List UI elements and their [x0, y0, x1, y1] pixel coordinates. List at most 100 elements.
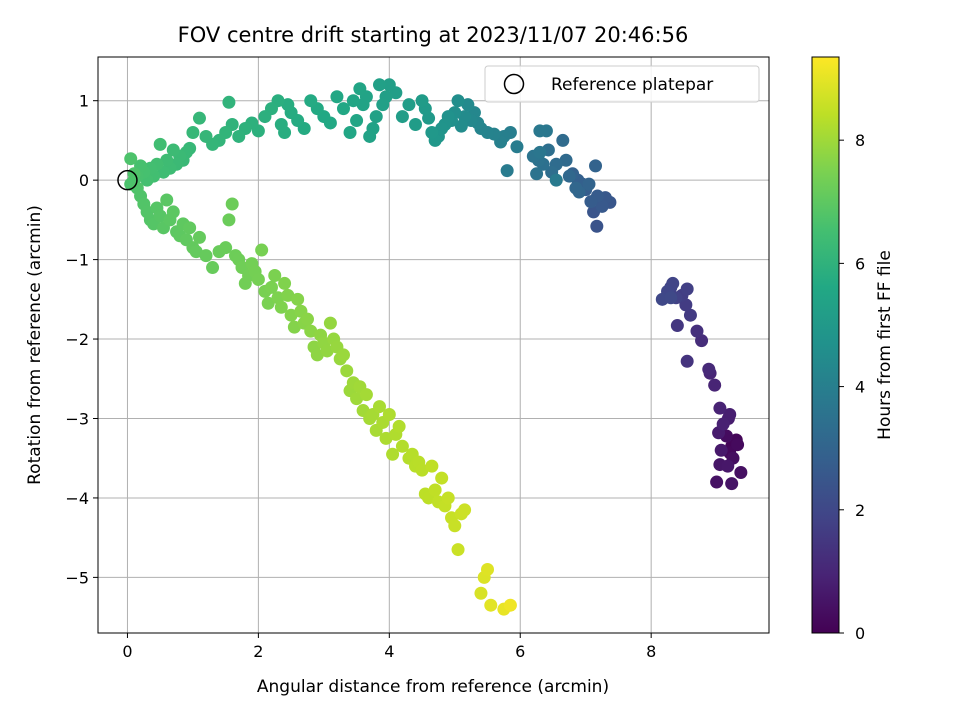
- data-point: [562, 169, 576, 183]
- data-point: [268, 268, 282, 282]
- data-point: [199, 249, 213, 263]
- data-point: [725, 477, 739, 491]
- data-point: [251, 272, 265, 286]
- colorbar-gradient: [811, 56, 840, 634]
- data-point: [589, 159, 603, 173]
- data-point: [304, 324, 318, 338]
- data-point: [731, 438, 745, 452]
- data-point: [232, 129, 246, 143]
- data-point: [278, 276, 292, 290]
- y-axis-label: Rotation from reference (arcmin): [25, 205, 45, 485]
- data-point: [435, 471, 449, 485]
- y-tick-label: −2: [65, 330, 89, 349]
- data-point: [451, 543, 465, 557]
- reference-platepar-marker: [117, 169, 138, 191]
- data-point: [408, 118, 422, 132]
- data-point: [261, 296, 275, 310]
- data-point: [124, 152, 138, 166]
- data-point: [454, 119, 468, 133]
- data-point: [569, 181, 583, 195]
- data-point: [356, 98, 370, 112]
- data-point: [484, 598, 498, 612]
- data-point: [160, 153, 174, 167]
- legend: Reference platepar: [484, 65, 760, 103]
- data-point: [225, 197, 239, 211]
- legend-box: [484, 65, 760, 103]
- data-point: [710, 475, 724, 489]
- data-point: [189, 245, 203, 259]
- data-point: [481, 562, 495, 576]
- y-axis-ticks: 1 0 −1 −2 −3 −4 −5: [65, 92, 98, 587]
- data-point: [734, 466, 748, 480]
- colorbar: 0 2 4 6 8 Hours from first FF file: [811, 56, 895, 643]
- y-tick-label: 1: [79, 92, 89, 111]
- colorbar-tick-label: 4: [855, 378, 865, 397]
- chart-title: FOV centre drift starting at 2023/11/07 …: [178, 23, 689, 47]
- data-point: [153, 209, 167, 223]
- data-point: [721, 459, 735, 473]
- colorbar-tick-label: 6: [855, 254, 865, 273]
- data-point: [153, 137, 167, 151]
- data-points: [117, 78, 748, 616]
- data-point: [264, 280, 278, 294]
- y-tick-label: 0: [79, 171, 89, 190]
- data-point: [680, 354, 694, 368]
- data-point: [425, 459, 439, 473]
- data-point: [713, 401, 727, 415]
- data-point: [192, 230, 206, 244]
- data-point: [530, 167, 544, 181]
- data-point: [291, 292, 305, 306]
- data-point: [379, 431, 393, 445]
- data-point: [284, 308, 298, 322]
- data-point: [503, 598, 517, 612]
- data-point: [386, 447, 400, 461]
- data-point: [323, 316, 337, 330]
- x-axis-ticks: 0 2 4 6 8: [122, 633, 656, 661]
- data-point: [353, 82, 367, 96]
- data-point: [206, 261, 220, 275]
- data-point: [395, 439, 409, 453]
- data-point: [382, 408, 396, 422]
- data-point: [500, 164, 514, 178]
- x-tick-label: 6: [515, 642, 525, 661]
- data-point: [559, 153, 573, 167]
- data-point: [255, 243, 269, 257]
- data-point: [281, 98, 295, 112]
- data-point: [281, 288, 295, 302]
- data-point: [428, 483, 442, 497]
- data-point: [199, 129, 213, 143]
- data-point: [350, 392, 364, 406]
- data-point: [680, 282, 694, 296]
- y-tick-label: −4: [65, 489, 89, 508]
- x-axis-label: Angular distance from reference (arcmin): [257, 677, 609, 697]
- data-point: [343, 125, 357, 139]
- data-point: [363, 129, 377, 143]
- data-point: [320, 344, 334, 358]
- data-point: [415, 463, 429, 477]
- legend-marker-reference: [503, 73, 525, 95]
- data-point: [690, 324, 704, 338]
- data-point: [258, 110, 272, 124]
- data-point: [670, 319, 684, 333]
- data-point: [533, 124, 547, 138]
- data-point: [683, 308, 697, 322]
- data-point: [359, 388, 373, 402]
- data-point: [222, 95, 236, 109]
- y-tick-label: −1: [65, 251, 89, 270]
- data-point: [584, 195, 598, 209]
- data-point: [425, 125, 439, 139]
- legend-label: Reference platepar: [551, 75, 713, 95]
- data-point: [350, 114, 364, 128]
- data-point: [510, 140, 524, 154]
- data-point: [346, 94, 360, 108]
- data-point: [595, 199, 609, 213]
- data-point: [336, 348, 350, 362]
- data-point: [448, 519, 462, 533]
- colorbar-tick-label: 8: [855, 131, 865, 150]
- data-point: [222, 213, 236, 227]
- y-tick-label: −5: [65, 568, 89, 587]
- data-point: [415, 94, 429, 108]
- data-point: [274, 118, 288, 132]
- data-point: [474, 586, 488, 600]
- data-point: [183, 221, 197, 235]
